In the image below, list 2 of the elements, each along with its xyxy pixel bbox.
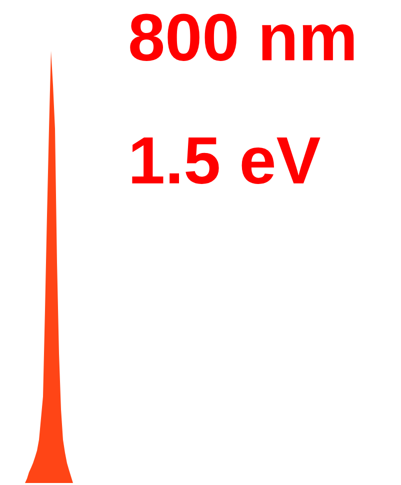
text: 800 nm [130, 14, 354, 61]
text: 1.5 eV [132, 137, 320, 184]
